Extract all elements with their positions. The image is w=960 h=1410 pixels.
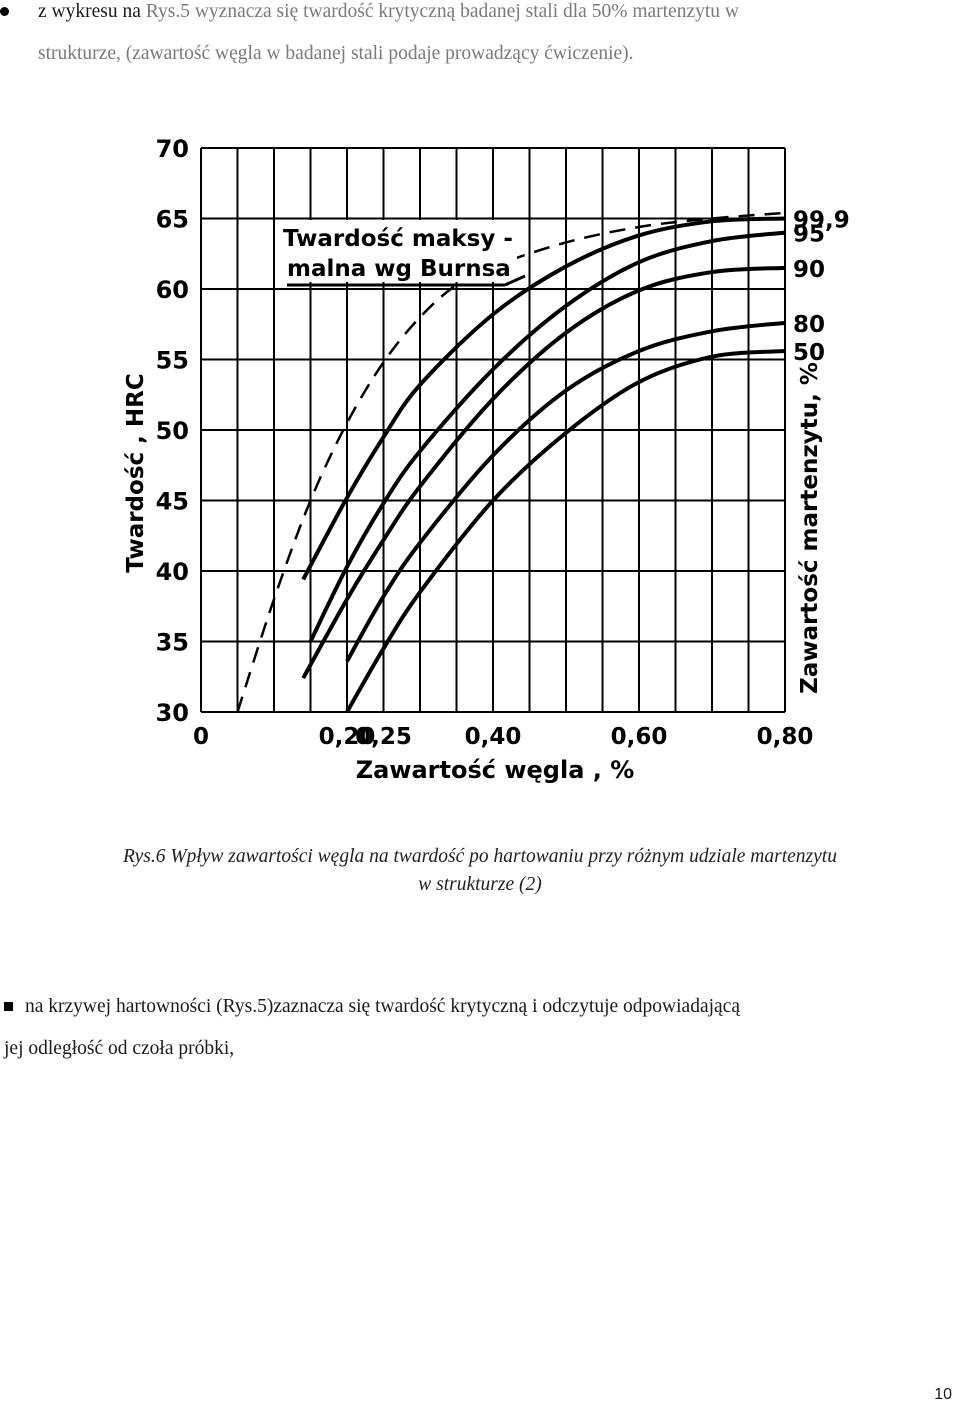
paragraph-line-1: na krzywej hartowności (Rys.5)zaznacza s… bbox=[0, 995, 960, 1019]
y-tick-label: 30 bbox=[156, 699, 189, 727]
y-tick-label: 35 bbox=[156, 629, 189, 657]
page-number: 10 bbox=[934, 1386, 952, 1403]
intro-rest: Rys.5 wyznacza się twardość krytyczną ba… bbox=[145, 1, 739, 22]
y-tick-label: 55 bbox=[156, 347, 189, 375]
series-label-90: 90 bbox=[793, 257, 825, 283]
figure-caption-line-2: w strukturze (2) bbox=[418, 874, 542, 895]
annotation-line-2: malna wg Burnsa bbox=[287, 256, 511, 282]
x-tick-label: 0 bbox=[193, 724, 209, 750]
intro-prefix: z wykresu na bbox=[38, 1, 146, 22]
series-line-burns bbox=[236, 211, 786, 713]
series-label-80: 80 bbox=[793, 312, 825, 338]
x-tick-label: 0,20 bbox=[319, 724, 376, 750]
intro-line-2: strukturze, (zawartość węgla w badanej s… bbox=[38, 43, 634, 64]
figure-caption-line-1: Rys.6 Wpływ zawartości węgla na twardość… bbox=[123, 846, 837, 867]
series-label-99-9: 99,9 bbox=[793, 208, 850, 234]
y-tick-label: 40 bbox=[156, 558, 189, 586]
paragraph-line-2: jej odległość od czoła próbki, bbox=[4, 1038, 235, 1059]
right-axis-label: Zawartość martenzytu, % bbox=[797, 362, 823, 694]
chart-series bbox=[236, 211, 786, 713]
series-line-50 bbox=[345, 349, 786, 713]
annotation-background bbox=[277, 220, 517, 282]
annotation-line-1: Twardość maksy - bbox=[283, 226, 513, 252]
bullet-icon bbox=[0, 7, 9, 16]
y-axis-label: Twardość , HRC bbox=[123, 373, 149, 572]
hardness-chart: 30 35 40 45 50 55 60 65 70 0 0,200,25 0,40 0,60 0,80 9… bbox=[123, 135, 850, 784]
series-line-95 bbox=[308, 230, 786, 643]
x-tick-label: 0,60 bbox=[611, 724, 668, 750]
x-axis-label: Zawartość węgla , % bbox=[356, 756, 635, 784]
x-tick-label: 0,25 bbox=[355, 724, 412, 750]
chart-annotation: Twardość maksy - malna wg Burnsa bbox=[277, 220, 526, 287]
square-bullet-icon bbox=[4, 1002, 13, 1012]
intro-line-1: z wykresu na Rys.5 wyznacza się twardość… bbox=[38, 0, 739, 24]
chart-ticks: 30 35 40 45 50 55 60 65 70 0 0,200,25 0,40 0,60 0,80 9… bbox=[156, 135, 850, 750]
series-line-80 bbox=[345, 320, 786, 663]
x-tick-label: 0,40 bbox=[465, 724, 522, 750]
annotation-pointer bbox=[504, 274, 526, 287]
paragraph-text-1: na krzywej hartowności (Rys.5)zaznacza s… bbox=[25, 996, 740, 1017]
series-label-50: 50 bbox=[793, 340, 825, 366]
x-tick-label: 0,80 bbox=[757, 724, 814, 750]
series-label-95: 95 bbox=[793, 222, 825, 248]
series-line-99-9 bbox=[301, 216, 786, 581]
y-tick-label: 60 bbox=[156, 276, 189, 304]
y-tick-label: 70 bbox=[156, 135, 189, 163]
y-tick-label: 65 bbox=[156, 206, 189, 234]
series-line-90 bbox=[301, 265, 786, 680]
y-tick-label: 50 bbox=[156, 417, 189, 445]
y-tick-label: 45 bbox=[156, 488, 189, 516]
